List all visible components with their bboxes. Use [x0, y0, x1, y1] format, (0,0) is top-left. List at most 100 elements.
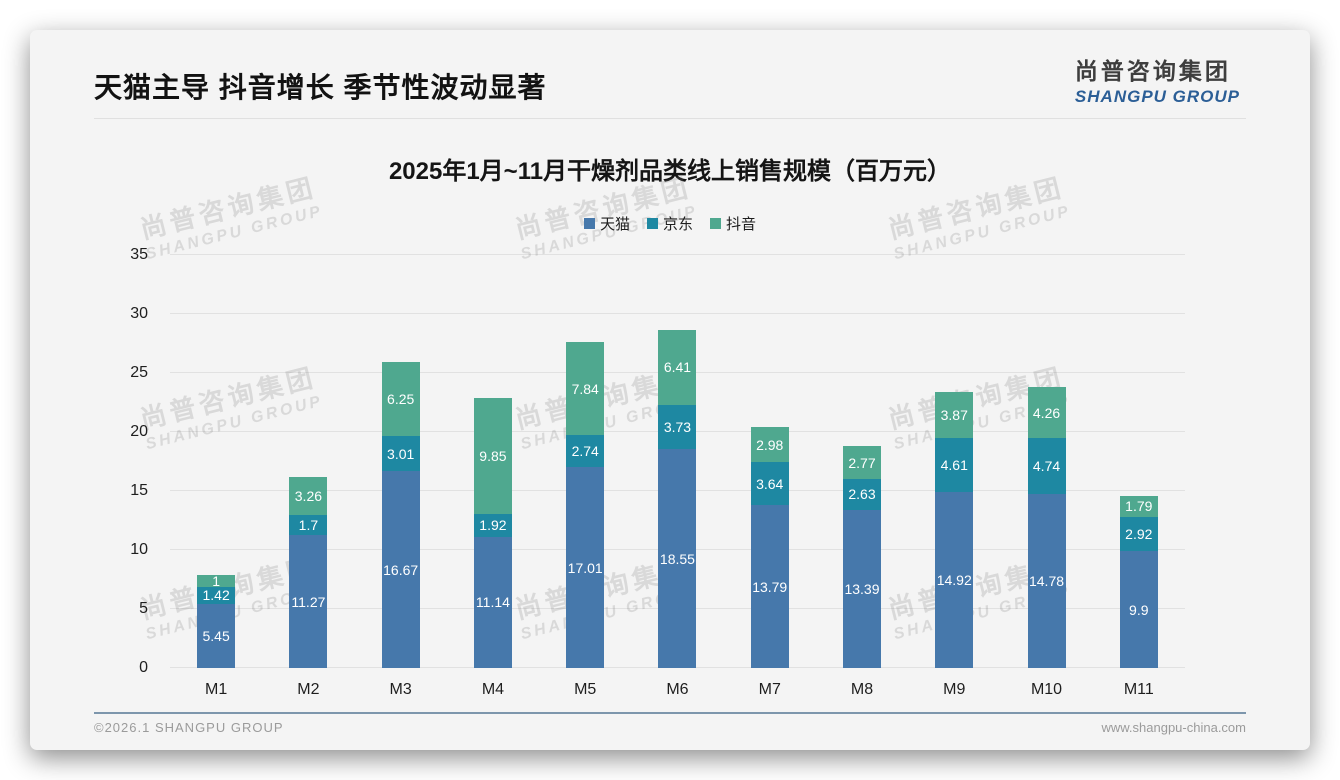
stacked-bar-m4[interactable]: 11.14 1.92 9.85	[473, 397, 512, 668]
segment-value-label: 3.26	[294, 487, 323, 504]
bar-segment-m3-douyin[interactable]: 6.25	[381, 362, 420, 436]
segment-value-label: 9.85	[479, 447, 507, 464]
bar-groups: 5.45 1.42 1 M1 11.27 1.7 3.26 M2 16.67 3.01 6.25 M3…	[170, 255, 1185, 698]
bar-segment-m5-douyin[interactable]: 7.84	[566, 342, 605, 435]
bar-segment-m6-tmall[interactable]: 18.55	[658, 449, 697, 668]
bar-segment-m11-tmall[interactable]: 9.9	[1119, 551, 1158, 668]
bar-segment-m2-jd[interactable]: 1.7	[289, 514, 328, 536]
segment-value-label: 1.92	[479, 517, 507, 534]
segment-value-label: 16.67	[383, 561, 419, 578]
footer-copyright: ©2026.1 SHANGPU GROUP	[94, 720, 284, 735]
y-axis: 0 5 10 15 20 25 30 35	[115, 246, 160, 676]
segment-value-label: 17.01	[567, 559, 603, 576]
legend-item-douyin: 抖音	[710, 213, 756, 234]
segment-value-label: 6.41	[663, 359, 692, 376]
bar-group-m7: 13.79 3.64 2.98 M7	[724, 255, 816, 698]
bar-segment-m9-jd[interactable]: 4.61	[935, 437, 974, 492]
bar-segment-m1-jd[interactable]: 1.42	[197, 586, 236, 604]
bar-segment-m10-douyin[interactable]: 4.26	[1027, 387, 1066, 438]
bar-segment-m7-tmall[interactable]: 13.79	[750, 505, 789, 668]
logo-chinese-text: 尚普咨询集团	[1074, 58, 1231, 84]
segment-value-label: 2.92	[1125, 525, 1153, 542]
legend-swatch-tmall	[583, 218, 595, 229]
bar-segment-m1-douyin[interactable]: 1	[197, 574, 236, 588]
stacked-bar-m3[interactable]: 16.67 3.01 6.25	[381, 362, 420, 668]
stacked-bar-m10[interactable]: 14.78 4.74 4.26	[1027, 387, 1066, 668]
bar-segment-m3-jd[interactable]: 3.01	[381, 435, 420, 472]
stacked-bar-m9[interactable]: 14.92 4.61 3.87	[935, 391, 974, 668]
segment-value-label: 2.63	[848, 486, 876, 503]
gridline-30	[170, 313, 1185, 314]
chart-legend: 天猫 京东 抖音	[30, 213, 1310, 234]
logo-english-text: SHANGPU GROUP	[1074, 87, 1240, 106]
logo: 尚普咨询集团 SHANGPU GROUP	[1075, 52, 1240, 107]
bar-group-m6: 18.55 3.73 6.41 M6	[631, 255, 723, 698]
stacked-bar-m11[interactable]: 9.9 2.92 1.79	[1119, 495, 1158, 668]
bar-segment-m4-tmall[interactable]: 11.14	[473, 536, 512, 668]
footer-website: www.shangpu-china.com	[1101, 720, 1246, 735]
y-tick-label-15: 15	[130, 482, 148, 499]
bar-group-m9: 14.92 4.61 3.87 M9	[908, 255, 1000, 698]
bar-group-m5: 17.01 2.74 7.84 M5	[539, 255, 631, 698]
bar-segment-m8-douyin[interactable]: 2.77	[842, 446, 881, 479]
segment-value-label: 7.84	[571, 380, 599, 397]
legend-swatch-jd	[646, 218, 658, 229]
bar-segment-m6-douyin[interactable]: 6.41	[658, 329, 697, 406]
legend-label-douyin: 抖音	[726, 216, 757, 233]
bar-group-m11: 9.9 2.92 1.79 M11	[1093, 255, 1185, 698]
bar-segment-m11-jd[interactable]: 2.92	[1119, 516, 1158, 552]
x-tick-label-m10: M10	[1030, 681, 1063, 698]
stacked-bar-m7[interactable]: 13.79 3.64 2.98	[750, 427, 789, 668]
bar-segment-m7-jd[interactable]: 3.64	[750, 462, 789, 506]
segment-value-label: 3.01	[387, 445, 415, 462]
segment-value-label: 5.45	[202, 627, 230, 644]
bar-segment-m4-jd[interactable]: 1.92	[473, 513, 512, 537]
x-tick-label-m8: M8	[850, 681, 874, 698]
segment-value-label: 4.74	[1032, 457, 1061, 474]
stacked-bar-m2[interactable]: 11.27 1.7 3.26	[289, 476, 328, 668]
segment-value-label: 11.27	[291, 593, 326, 610]
slide: 尚普咨询集团 SHANGPU GROUP 尚普咨询集团 SHANGPU GROUP 尚普…	[30, 30, 1310, 750]
bar-segment-m4-douyin[interactable]: 9.85	[473, 397, 512, 514]
legend-label-tmall: 天猫	[599, 216, 630, 233]
bar-group-m8: 13.39 2.63 2.77 M8	[816, 255, 908, 698]
bar-segment-m1-tmall[interactable]: 5.45	[197, 603, 236, 668]
stacked-bar-m6[interactable]: 18.55 3.73 6.41	[658, 329, 697, 668]
bar-segment-m9-tmall[interactable]: 14.92	[935, 491, 974, 668]
y-tick-label-25: 25	[130, 364, 148, 381]
segment-value-label: 3.64	[756, 475, 784, 492]
bar-segment-m10-tmall[interactable]: 14.78	[1027, 493, 1066, 668]
bar-group-m10: 14.78 4.74 4.26 M10	[1000, 255, 1092, 698]
bar-segment-m8-tmall[interactable]: 13.39	[842, 510, 881, 668]
bar-segment-m7-douyin[interactable]: 2.98	[750, 427, 789, 463]
y-tick-label-10: 10	[130, 541, 148, 558]
legend-item-jd: 京东	[646, 213, 693, 234]
x-tick-label-m1: M1	[205, 681, 228, 698]
gridline-35	[170, 254, 1185, 255]
bar-segment-m8-jd[interactable]: 2.63	[842, 478, 881, 510]
stacked-bar-m5[interactable]: 17.01 2.74 7.84	[566, 342, 605, 668]
stacked-bar-m8[interactable]: 13.39 2.63 2.77	[842, 446, 881, 668]
bar-segment-m11-douyin[interactable]: 1.79	[1119, 495, 1158, 517]
legend-item-tmall: 天猫	[583, 213, 630, 234]
bar-group-m4: 11.14 1.92 9.85 M4	[447, 255, 539, 698]
segment-value-label: 18.55	[659, 550, 695, 567]
legend-label-jd: 京东	[662, 216, 693, 233]
y-tick-label-5: 5	[139, 600, 148, 617]
x-tick-label-m2: M2	[297, 681, 320, 698]
bar-segment-m2-douyin[interactable]: 3.26	[289, 476, 328, 515]
stacked-bar-m1[interactable]: 5.45 1.42 1	[197, 574, 236, 668]
segment-value-label: 13.79	[752, 578, 788, 595]
bar-segment-m9-douyin[interactable]: 3.87	[935, 391, 974, 438]
bar-segment-m5-jd[interactable]: 2.74	[566, 434, 605, 468]
plot-area: 5.45 1.42 1 M1 11.27 1.7 3.26 M2 16.67 3.01 6.25 M3…	[170, 254, 1185, 698]
bar-segment-m2-tmall[interactable]: 11.27	[289, 535, 328, 668]
segment-value-label: 9.9	[1129, 601, 1149, 618]
bar-segment-m6-jd[interactable]: 3.73	[658, 405, 697, 450]
bar-segment-m5-tmall[interactable]: 17.01	[566, 467, 605, 668]
segment-value-label: 4.61	[940, 456, 968, 473]
segment-value-label: 6.25	[387, 390, 415, 407]
legend-swatch-douyin	[710, 218, 721, 229]
bar-segment-m10-jd[interactable]: 4.74	[1027, 437, 1066, 494]
bar-segment-m3-tmall[interactable]: 16.67	[381, 471, 420, 668]
